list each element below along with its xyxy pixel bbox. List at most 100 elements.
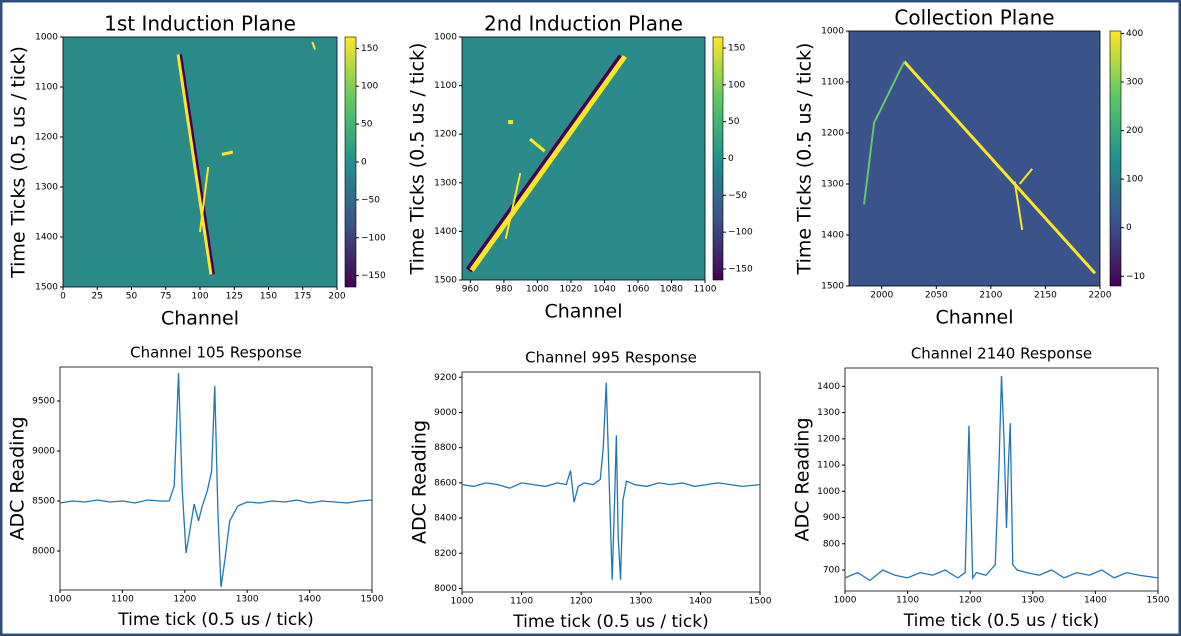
y-tick-label: 1400: [821, 231, 844, 241]
colorbar-tick-label: 0: [728, 154, 734, 164]
colorbar-tick-label: 0: [361, 158, 367, 168]
y-tick-label: 1100: [817, 461, 840, 471]
x-tick-label: 0: [60, 292, 66, 302]
x-tick-label: 1100: [111, 595, 134, 605]
y-tick-label: 1500: [35, 283, 58, 293]
y-axis-label: Time Ticks (0.5 us / tick): [794, 43, 816, 276]
y-axis-label: ADC Reading: [409, 420, 431, 544]
colorbar-tick-label: −100: [728, 228, 753, 238]
colorbar-tick-label: −10: [1126, 272, 1145, 282]
y-tick-label: 1200: [434, 130, 457, 140]
y-tick-label: 1500: [434, 276, 457, 286]
x-tick-label: 1000: [49, 595, 72, 605]
y-tick-label: 1100: [434, 81, 457, 91]
x-tick-label: 1300: [629, 597, 652, 607]
x-tick-label: 150: [260, 292, 277, 302]
x-tick-label: 25: [92, 292, 103, 302]
y-tick-label: 9000: [32, 447, 55, 457]
x-tick-label: 175: [294, 292, 311, 302]
line: [59, 372, 373, 588]
y-tick-label: 1100: [821, 78, 844, 88]
x-tick-label: 1200: [570, 597, 593, 607]
colorbar-tick-label: −50: [361, 195, 380, 205]
track: [504, 172, 522, 239]
x-axis-label: Channel: [935, 307, 1013, 329]
x-tick-label: 1000: [526, 285, 549, 295]
x-tick-label: 125: [226, 292, 243, 302]
colorbar-tick-label: 300: [1126, 78, 1143, 88]
x-tick-label: 2000: [870, 291, 893, 301]
chart-title: Channel 995 Response: [525, 349, 697, 367]
track: [529, 137, 546, 153]
x-tick-label: 2150: [1034, 291, 1057, 301]
colorbar: [712, 36, 724, 281]
colorbar-tick-label: 50: [361, 120, 373, 130]
x-tick-label: 1020: [559, 285, 582, 295]
y-axis-label: ADC Reading: [792, 417, 814, 541]
line: [461, 382, 761, 580]
y-tick-label: 8800: [434, 443, 457, 453]
chart-title: 2nd Induction Plane: [484, 12, 683, 36]
colorbar-tick-label: 0: [1126, 223, 1132, 233]
y-tick-label: 1100: [35, 83, 58, 93]
track: [863, 61, 906, 205]
x-tick-label: 1300: [236, 595, 259, 605]
colorbar-tick-label: 150: [361, 44, 378, 54]
y-tick-label: 1200: [821, 129, 844, 139]
y-tick-label: 700: [823, 566, 840, 576]
y-tick-label: 8400: [434, 514, 457, 524]
colorbar-tick-label: 50: [728, 117, 740, 127]
y-tick-label: 1000: [817, 487, 840, 497]
y-tick-label: 1300: [434, 178, 457, 188]
plot-area: [844, 367, 1159, 592]
y-axis-label: Time Ticks (0.5 us / tick): [8, 46, 30, 279]
colorbar-tick-label: 100: [728, 80, 745, 90]
y-tick-label: 1500: [821, 282, 844, 292]
x-tick-label: 1200: [959, 596, 982, 606]
y-tick-label: 8000: [434, 584, 457, 594]
x-tick-label: 1400: [1084, 596, 1107, 606]
x-axis-label: Time tick (0.5 us / tick): [512, 612, 708, 632]
y-tick-label: 1300: [821, 180, 844, 190]
y-tick-label: 1200: [817, 434, 840, 444]
y-tick-label: 1200: [35, 133, 58, 143]
x-axis-label: Channel: [161, 308, 239, 330]
chart-title: Collection Plane: [894, 6, 1054, 30]
y-tick-label: 8000: [32, 547, 55, 557]
y-tick-label: 1000: [35, 33, 58, 43]
colorbar-tick-label: 400: [1126, 29, 1143, 39]
y-axis-label: Time Ticks (0.5 us / tick): [407, 43, 429, 276]
x-tick-label: 1400: [689, 597, 712, 607]
x-tick-label: 75: [160, 292, 171, 302]
x-tick-label: 50: [126, 292, 138, 302]
x-tick-label: 1500: [749, 597, 772, 607]
track: [1018, 168, 1034, 185]
track: [469, 54, 627, 272]
x-axis-label: Channel: [544, 301, 622, 323]
track: [176, 54, 213, 275]
y-tick-label: 900: [823, 513, 840, 523]
track: [903, 60, 1097, 275]
track: [311, 41, 317, 50]
colorbar-tick-label: −100: [361, 233, 386, 243]
colorbar-tick-label: 100: [361, 82, 378, 92]
y-tick-label: 1300: [35, 183, 58, 193]
x-axis-label: Time tick (0.5 us / tick): [117, 610, 313, 630]
track: [178, 54, 215, 275]
colorbar-tick-label: 200: [1126, 126, 1143, 136]
colorbar: [344, 36, 357, 288]
heatmap-image: [461, 36, 706, 281]
x-tick-label: 1100: [896, 596, 919, 606]
chart-title: 1st Induction Plane: [104, 12, 296, 36]
x-tick-label: 2100: [979, 291, 1002, 301]
y-tick-label: 8500: [32, 497, 55, 507]
x-tick-label: 1400: [298, 595, 321, 605]
x-tick-label: 1500: [361, 595, 384, 605]
y-tick-label: 1000: [821, 27, 844, 37]
chart-title: Channel 2140 Response: [911, 345, 1092, 363]
x-tick-label: 2200: [1089, 291, 1112, 301]
y-axis-label: ADC Reading: [7, 416, 29, 540]
colorbar-tick-label: 150: [728, 44, 745, 54]
heatmap-image: [848, 30, 1101, 287]
